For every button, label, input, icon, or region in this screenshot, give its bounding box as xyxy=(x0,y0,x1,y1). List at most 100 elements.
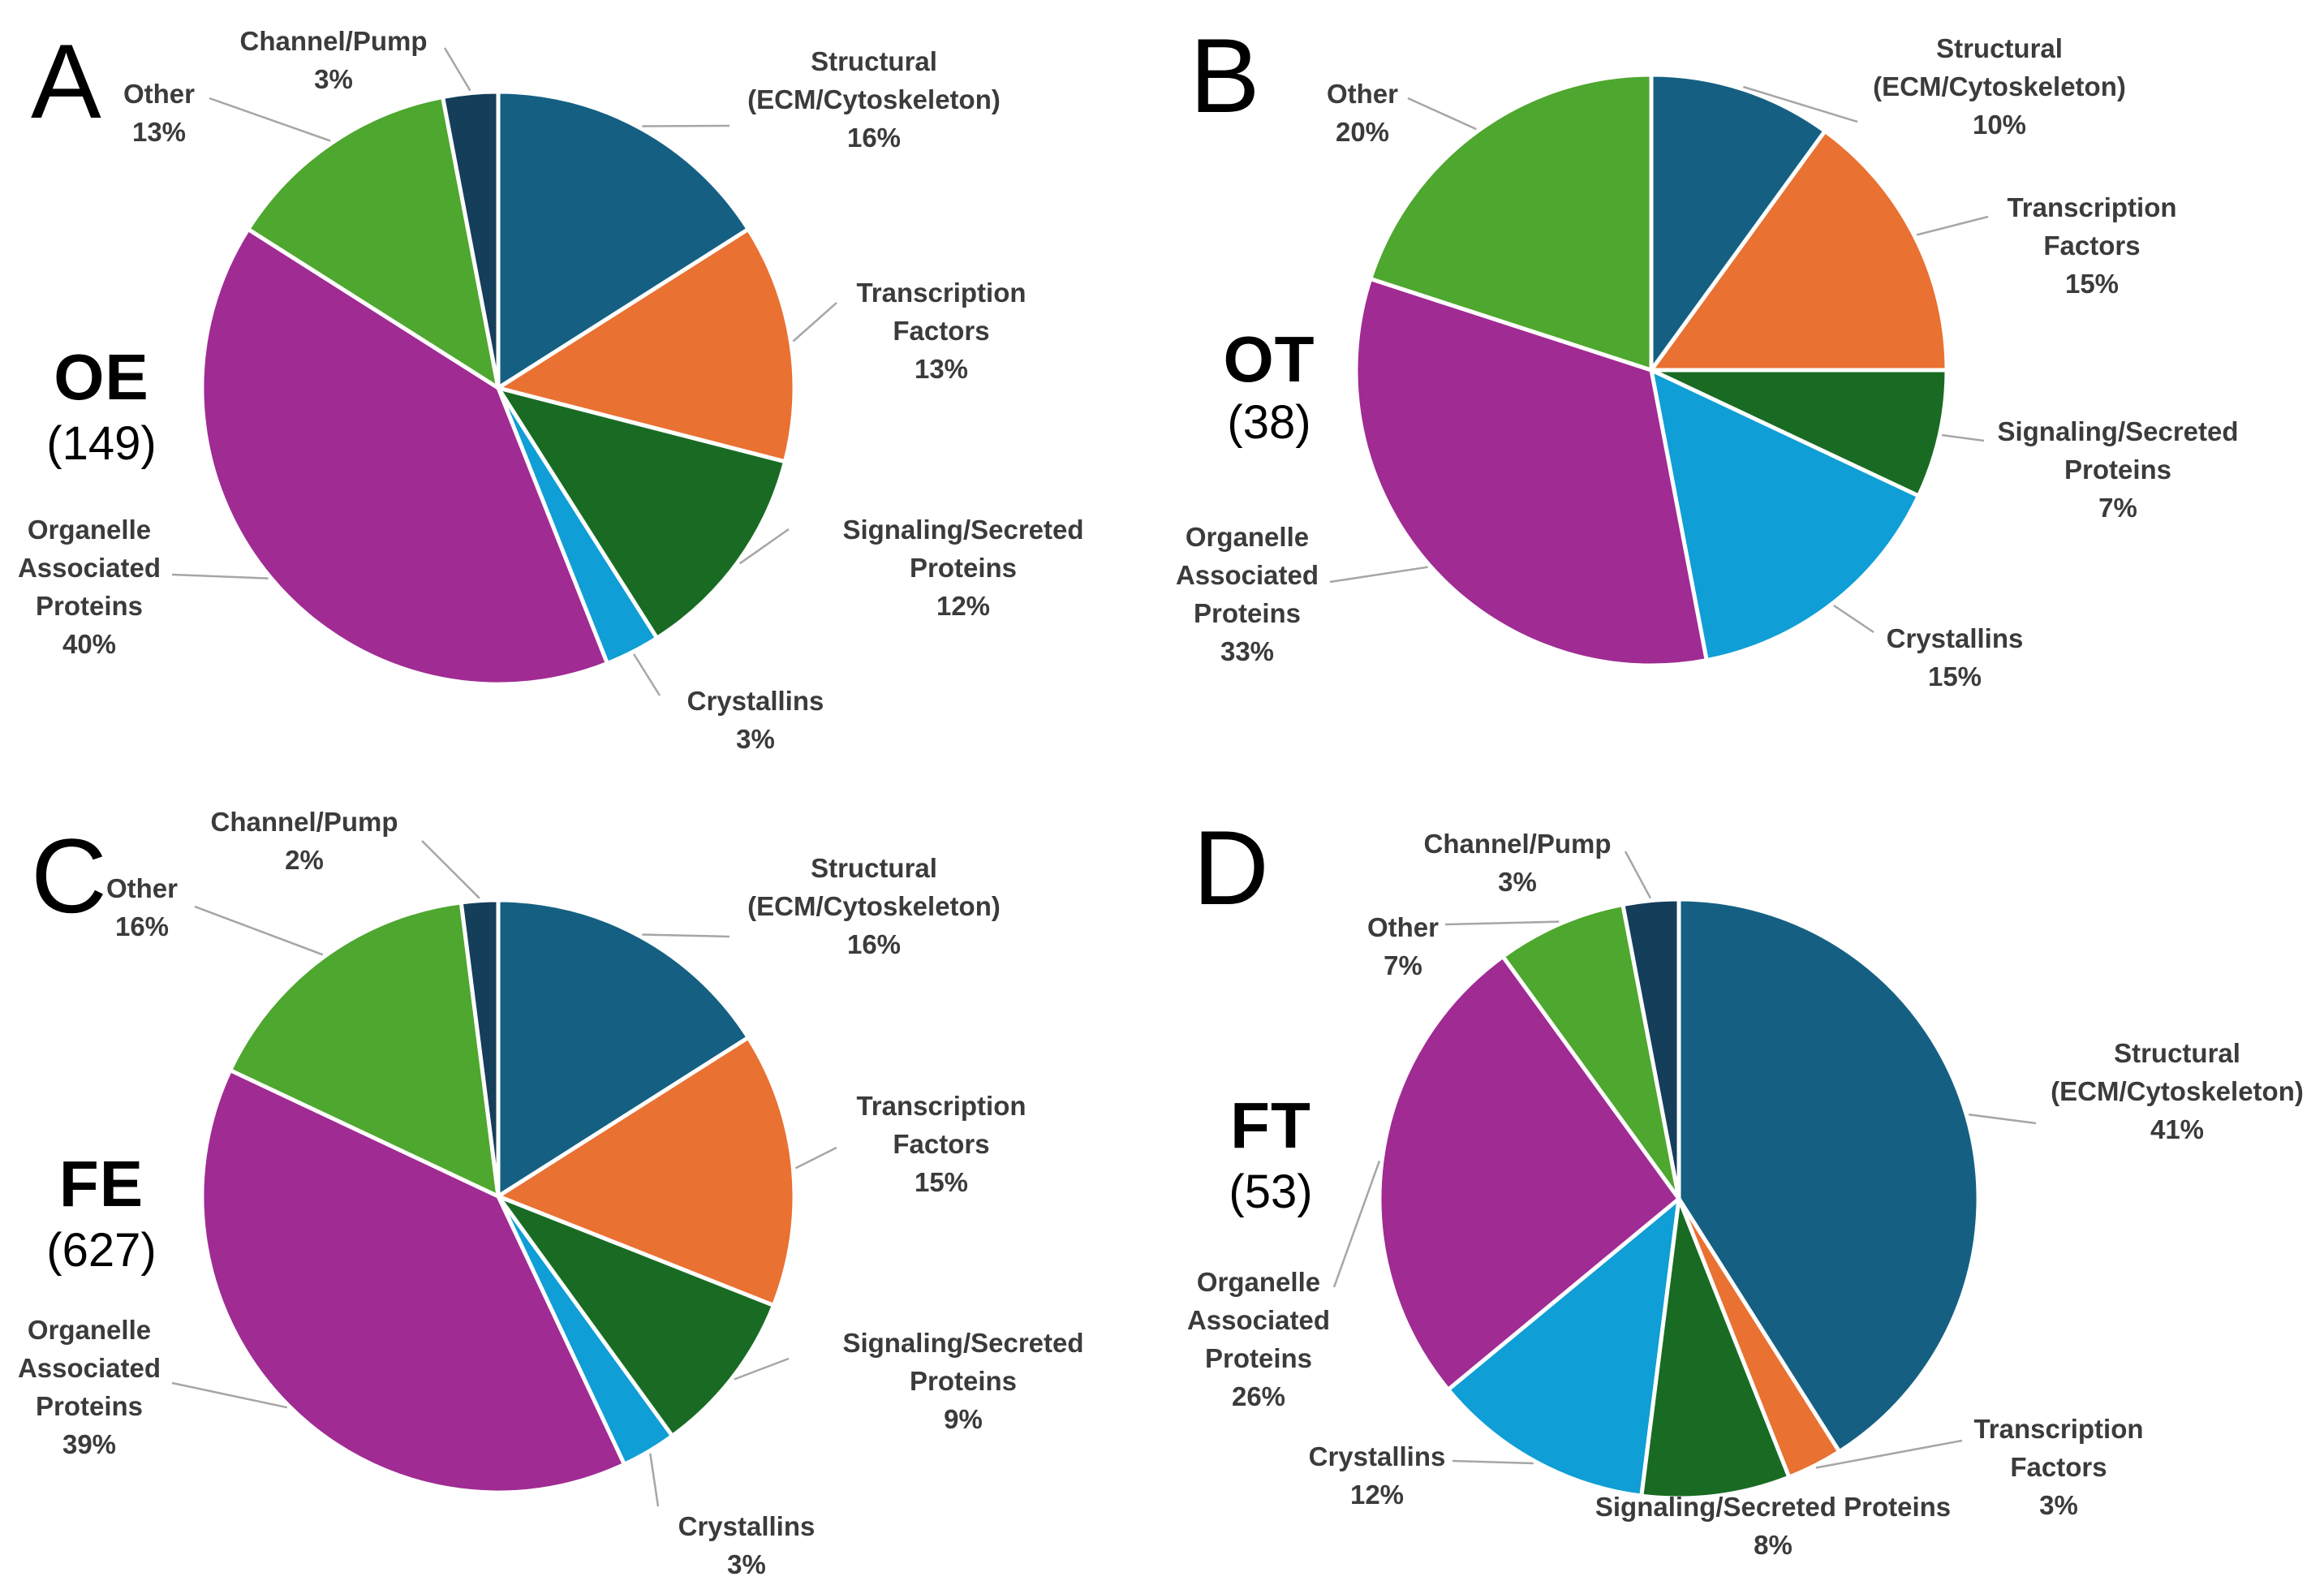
slice-label-crystallins-line1: Crystallins xyxy=(687,686,824,716)
panel-b: Structural (ECM/Cytoskeleton) 10% Transcrip… xyxy=(1162,0,2324,790)
slice-label-other: Other 16% xyxy=(106,873,178,941)
panel-letter-a: A xyxy=(31,22,101,140)
slice-label-structural: Structural (ECM/Cytoskeleton) 10% xyxy=(1873,33,2126,140)
slice-label-structural-line2: (ECM/Cytoskeleton) xyxy=(747,84,1001,114)
leader-line-transcription xyxy=(1916,215,1989,236)
leader-line-channel xyxy=(421,840,480,899)
slice-label-structural: Structural (ECM/Cytoskeleton) 16% xyxy=(747,853,1001,959)
slice-label-transcription-line1: Transcription xyxy=(2007,192,2176,222)
slice-label-crystallins-line1: Crystallins xyxy=(678,1511,816,1541)
slice-label-transcription: Transcription Factors 13% xyxy=(856,278,1026,384)
slice-label-organelle: Organelle Associated Proteins 39% xyxy=(18,1315,161,1459)
slice-label-transcription-line2: Factors xyxy=(893,1129,989,1159)
slice-percent-crystallins: 15% xyxy=(1928,661,1982,691)
slice-label-organelle-line3: Proteins xyxy=(1205,1343,1312,1373)
slice-percent-structural: 16% xyxy=(847,123,901,153)
slice-percent-transcription: 15% xyxy=(915,1167,968,1197)
slice-label-transcription-line1: Transcription xyxy=(856,1091,1026,1121)
slice-label-crystallins: Crystallins 3% xyxy=(687,686,824,754)
slice-label-other: Other 7% xyxy=(1367,912,1439,980)
leader-line-organelle xyxy=(1332,1160,1381,1288)
pie-chart-ot: Structural (ECM/Cytoskeleton) 10% Transcrip… xyxy=(1176,16,2239,691)
slice-label-organelle-line1: Organelle xyxy=(1186,522,1309,552)
panel-letter-d: D xyxy=(1193,808,1269,927)
pie-chart-ft: Structural (ECM/Cytoskeleton) 41% Transcrip… xyxy=(1187,808,2304,1560)
slice-label-crystallins-line1: Crystallins xyxy=(1887,623,2024,653)
slice-label-transcription-line2: Factors xyxy=(2043,230,2140,261)
slice-organelle xyxy=(1354,277,1709,668)
slice-label-channel: Channel/Pump 3% xyxy=(239,26,427,94)
panel-letter-c: C xyxy=(31,816,107,935)
slice-label-signaling-line1: Signaling/Secreted Proteins xyxy=(1595,1492,1951,1522)
slice-label-signaling: Signaling/Secreted Proteins 12% xyxy=(842,515,1083,621)
slice-percent-crystallins: 3% xyxy=(736,724,775,754)
leader-line-channel xyxy=(1624,851,1652,899)
slice-label-channel-line1: Channel/Pump xyxy=(1423,829,1611,859)
leader-line-structural xyxy=(642,124,730,127)
slice-percent-organelle: 39% xyxy=(62,1429,116,1459)
slice-crystallins xyxy=(1446,1196,1681,1498)
slice-percent-signaling: 7% xyxy=(2098,493,2137,523)
slice-label-structural-line1: Structural xyxy=(811,853,937,883)
leader-line-transcription xyxy=(794,1146,837,1170)
slice-label-organelle-line2: Associated xyxy=(18,1353,161,1383)
leader-line-signaling xyxy=(734,1357,790,1381)
leader-line-other xyxy=(194,905,324,956)
group-title-ft: FT xyxy=(1230,1089,1311,1161)
leader-line-other xyxy=(209,97,331,142)
slice-label-transcription: Transcription Factors 3% xyxy=(1973,1414,2143,1520)
leader-line-crystallins xyxy=(1452,1459,1534,1465)
slice-label-organelle: Organelle Associated Proteins 26% xyxy=(1187,1267,1330,1411)
slice-channel xyxy=(441,89,501,390)
leader-line-transcription xyxy=(792,302,837,342)
slice-label-crystallins: Crystallins 3% xyxy=(678,1511,816,1579)
slice-percent-structural: 41% xyxy=(2150,1114,2204,1144)
slice-label-structural-line2: (ECM/Cytoskeleton) xyxy=(2051,1076,2304,1106)
slice-structural xyxy=(496,89,751,390)
slice-organelle xyxy=(200,1068,626,1495)
group-count-fe: (627) xyxy=(46,1224,156,1277)
slice-label-signaling: Signaling/Secreted Proteins 7% xyxy=(1997,416,2238,523)
slice-percent-organelle: 40% xyxy=(62,629,116,659)
leader-line-structural xyxy=(1743,85,1858,123)
leader-line-structural xyxy=(1969,1113,2037,1125)
slice-label-transcription-line1: Transcription xyxy=(1973,1414,2143,1444)
slice-label-organelle: Organelle Associated Proteins 40% xyxy=(18,515,161,659)
slice-label-crystallins-line1: Crystallins xyxy=(1309,1441,1446,1471)
slice-percent-crystallins: 3% xyxy=(727,1549,766,1579)
leader-line-organelle xyxy=(171,573,269,579)
pie-chart-oe: Structural (ECM/Cytoskeleton) 16% Transcrip… xyxy=(18,22,1084,754)
slice-percent-channel: 3% xyxy=(314,64,353,94)
leader-line-signaling xyxy=(738,528,790,565)
slice-percent-transcription: 3% xyxy=(2039,1490,2078,1520)
slice-label-signaling: Signaling/Secreted Proteins 9% xyxy=(842,1328,1083,1434)
slice-other xyxy=(246,95,501,390)
slice-label-organelle-line3: Proteins xyxy=(36,591,143,621)
slice-label-structural-line2: (ECM/Cytoskeleton) xyxy=(1873,71,2126,101)
slice-signaling xyxy=(496,386,787,640)
slice-label-organelle-line1: Organelle xyxy=(1197,1267,1320,1297)
slice-label-signaling-line1: Signaling/Secreted xyxy=(842,515,1083,545)
leader-line-crystallins xyxy=(633,653,661,696)
slice-other xyxy=(1368,72,1654,373)
slice-organelle xyxy=(200,226,609,687)
slice-percent-signaling: 12% xyxy=(936,591,990,621)
slice-transcription xyxy=(496,226,797,464)
slice-percent-structural: 16% xyxy=(847,929,901,959)
slice-structural xyxy=(496,898,751,1199)
slice-label-organelle-line2: Associated xyxy=(1187,1305,1330,1335)
slice-label-organelle-line2: Associated xyxy=(1176,560,1319,590)
slice-label-signaling-line2: Proteins xyxy=(2064,454,2171,485)
slice-label-structural-line1: Structural xyxy=(811,46,937,76)
slice-channel xyxy=(1620,897,1681,1201)
leader-line-other xyxy=(1407,97,1477,131)
slice-organelle xyxy=(1377,954,1681,1392)
slice-label-transcription-line2: Factors xyxy=(2010,1452,2107,1482)
panel-c: Structural (ECM/Cytoskeleton) 16% Transcrip… xyxy=(0,790,1162,1581)
slice-label-structural-line1: Structural xyxy=(2114,1038,2240,1068)
slice-percent-signaling: 9% xyxy=(944,1404,983,1434)
slice-label-organelle-line3: Proteins xyxy=(1194,598,1301,628)
slice-label-other-line1: Other xyxy=(106,873,178,903)
slice-percent-organelle: 33% xyxy=(1220,636,1274,666)
slice-label-structural: Structural (ECM/Cytoskeleton) 16% xyxy=(747,46,1001,153)
